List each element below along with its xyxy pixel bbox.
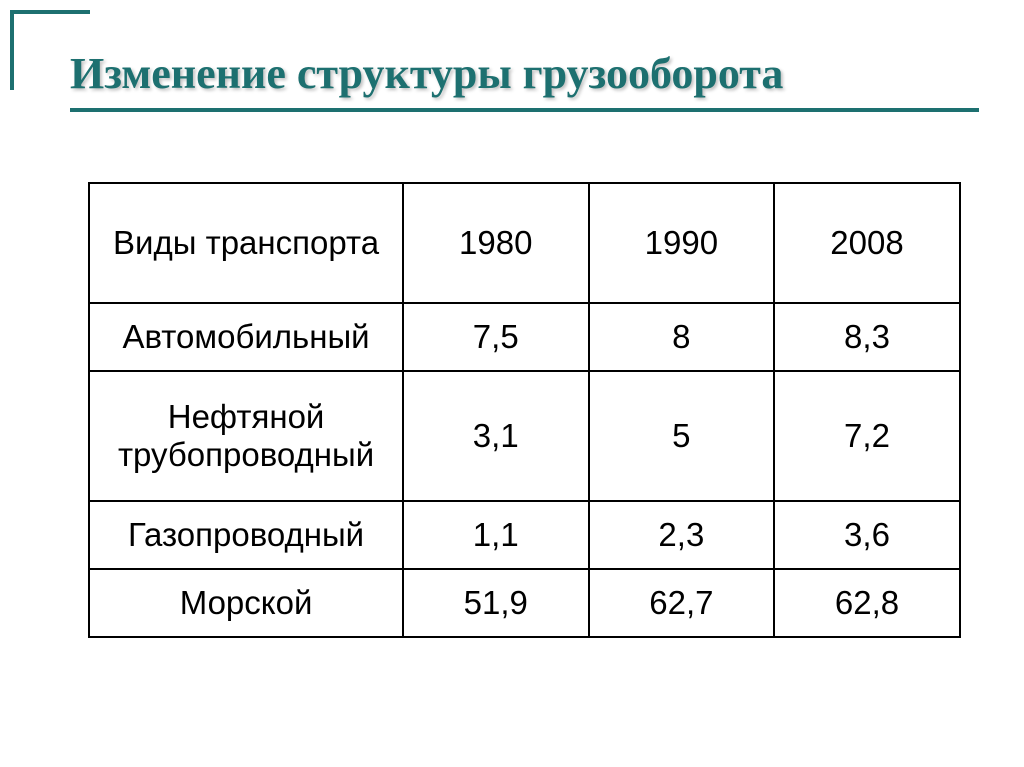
cell: 3,1 bbox=[403, 371, 589, 501]
page-title: Изменение структуры грузооборота bbox=[70, 50, 979, 98]
cell: 62,8 bbox=[774, 569, 960, 637]
table-header-row: Виды транспорта 1980 1990 2008 bbox=[89, 183, 960, 303]
header-year-1: 1990 bbox=[589, 183, 775, 303]
table-row: Морской 51,9 62,7 62,8 bbox=[89, 569, 960, 637]
cell: 7,5 bbox=[403, 303, 589, 371]
header-type: Виды транспорта bbox=[89, 183, 403, 303]
cell: 8 bbox=[589, 303, 775, 371]
cell: 7,2 bbox=[774, 371, 960, 501]
title-underline: Изменение структуры грузооборота bbox=[70, 50, 979, 112]
cell: 2,3 bbox=[589, 501, 775, 569]
header-year-2: 2008 bbox=[774, 183, 960, 303]
cell: 1,1 bbox=[403, 501, 589, 569]
table-row: Газопроводный 1,1 2,3 3,6 bbox=[89, 501, 960, 569]
slide-page: Изменение структуры грузооборота Виды тр… bbox=[30, 30, 1014, 757]
cell: 8,3 bbox=[774, 303, 960, 371]
row-label: Нефтяной трубопроводный bbox=[89, 371, 403, 501]
cell: 5 bbox=[589, 371, 775, 501]
cell: 62,7 bbox=[589, 569, 775, 637]
header-year-0: 1980 bbox=[403, 183, 589, 303]
row-label: Морской bbox=[89, 569, 403, 637]
row-label: Газопроводный bbox=[89, 501, 403, 569]
cell: 3,6 bbox=[774, 501, 960, 569]
row-label: Автомобильный bbox=[89, 303, 403, 371]
cell: 51,9 bbox=[403, 569, 589, 637]
table-row: Нефтяной трубопроводный 3,1 5 7,2 bbox=[89, 371, 960, 501]
table-row: Автомобильный 7,5 8 8,3 bbox=[89, 303, 960, 371]
freight-table: Виды транспорта 1980 1990 2008 Автомобил… bbox=[88, 182, 961, 638]
